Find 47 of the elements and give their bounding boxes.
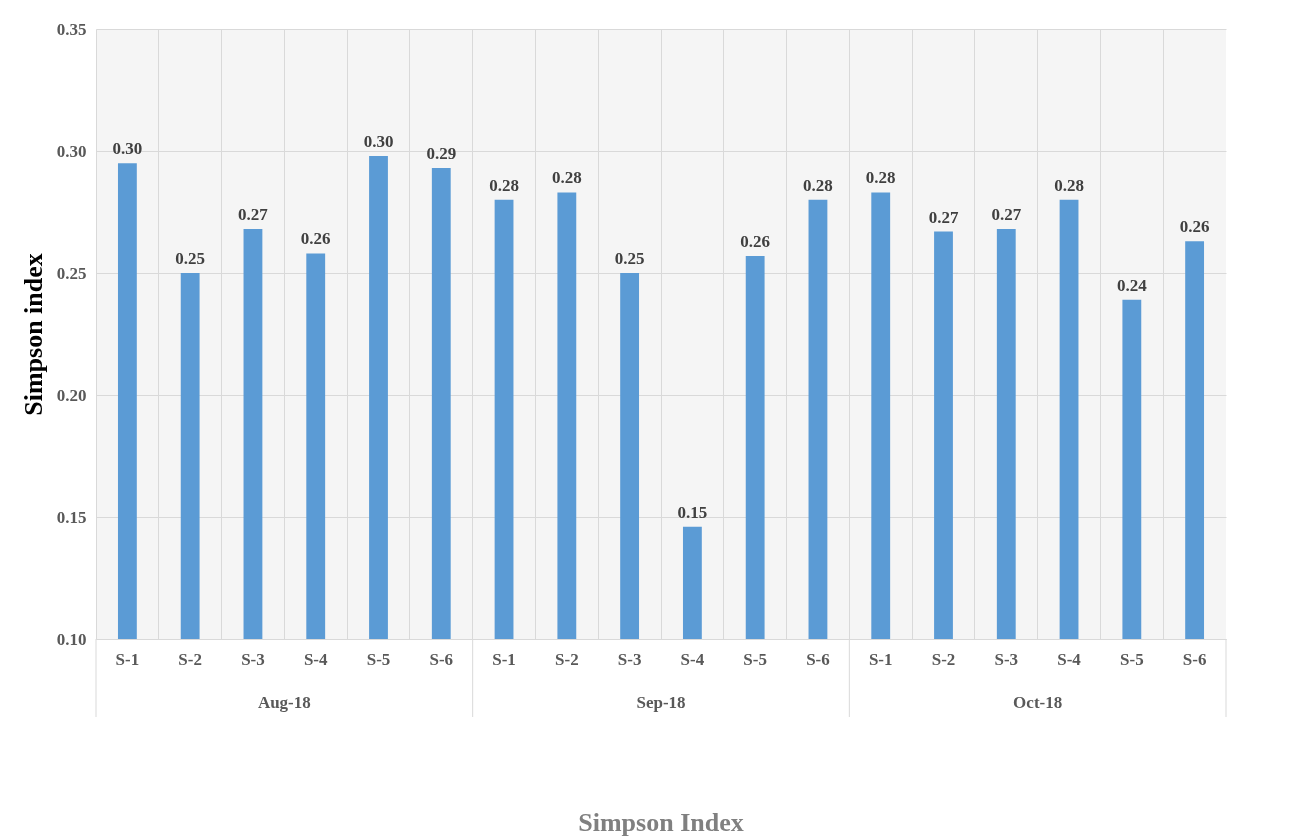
x-tick-label: S-3 [994,649,1019,669]
x-tick-label: S-5 [1120,649,1144,669]
y-tick-label: 0.25 [56,263,87,283]
data-label: 0.26 [300,229,331,249]
x-tick-label: S-6 [1182,649,1207,669]
data-label: 0.27 [991,205,1022,225]
data-label: 0.30 [112,139,143,159]
y-tick-label: 0.10 [56,629,87,649]
data-label: 0.28 [803,175,833,195]
data-label: 0.27 [928,207,959,227]
data-label: 0.29 [426,144,457,164]
x-tick-label: S-2 [931,649,956,669]
y-tick-label: 0.35 [56,19,87,39]
x-tick-label: S-6 [429,649,454,669]
x-tick-label: S-3 [241,649,265,669]
data-label: 0.15 [677,502,708,522]
y-tick-label: 0.30 [56,141,87,161]
x-tick-label: S-4 [680,649,705,669]
x-tick-label: S-6 [806,649,830,669]
data-label: 0.27 [238,205,269,225]
y-tick-label: 0.15 [56,507,87,527]
x-tick-label: S-2 [555,649,579,669]
x-tick-label: S-5 [743,649,767,669]
data-label: 0.28 [489,175,519,195]
data-label: 0.25 [175,249,206,268]
data-label: 0.28 [865,168,896,188]
x-tick-label: S-4 [1057,649,1082,669]
data-label: 0.24 [1116,275,1148,295]
data-label: 0.26 [740,231,771,251]
data-label: 0.25 [614,249,645,268]
text: Sep-18 [636,693,686,712]
text: Oct-18 [1013,693,1063,712]
y-axis-title: Simpson index [18,253,48,416]
text: Aug-18 [257,693,311,712]
x-tick-label: S-2 [178,649,202,669]
y-tick-label: 0.20 [56,385,87,405]
x-tick-label: S-3 [617,649,642,669]
data-label: 0.28 [551,168,582,188]
x-tick-label: S-1 [115,649,140,669]
data-label: 0.28 [1054,175,1084,195]
x-tick-label: S-1 [492,649,516,669]
data-label: 0.26 [1179,217,1210,237]
x-tick-label: S-5 [366,649,391,669]
x-tick-label: S-4 [303,649,329,669]
x-tick-label: S-1 [868,649,893,669]
data-label: 0.30 [363,131,394,151]
text: Simpson Index [578,807,744,837]
